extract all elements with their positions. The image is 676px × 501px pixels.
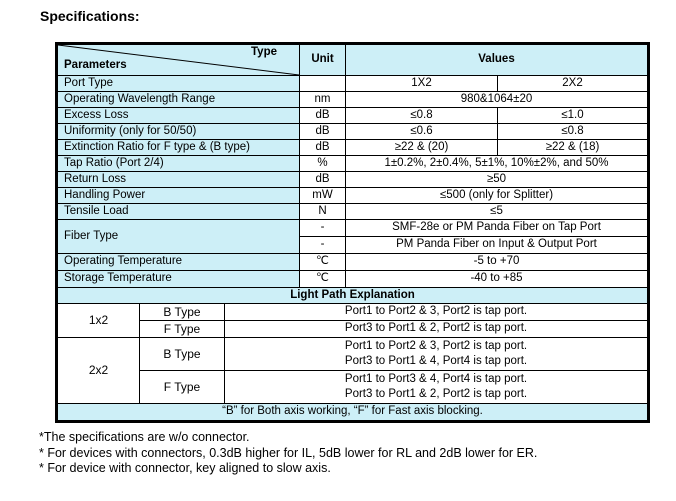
row-value-2x2: 2X2 <box>497 75 648 92</box>
light-path-footer-note: “B” for Both axis working, “F” for Fast … <box>57 403 648 421</box>
type-label-f: F Type <box>139 320 225 338</box>
row-unit: - <box>299 219 346 237</box>
page-title: Specifications: <box>40 8 140 24</box>
table-row: Uniformity (only for 50/50) dB ≤0.6 ≤0.8 <box>57 123 648 140</box>
footnote-line: * For device with connector, key aligned… <box>39 461 331 475</box>
row-label-fiber-type: Fiber Type <box>57 219 300 254</box>
type-label-b: B Type <box>139 337 225 371</box>
light-path-description: Port1 to Port3 & 4, Port4 is tap port. P… <box>224 370 648 404</box>
light-path-description: Port3 to Port1 & 2, Port2 is tap port. <box>224 320 648 338</box>
table-row: Tensile Load N ≤5 <box>57 203 648 220</box>
row-unit: % <box>299 155 346 172</box>
row-value-1x2: 1X2 <box>345 75 498 92</box>
row-value: ≤5 <box>345 203 648 220</box>
row-value: SMF-28e or PM Panda Fiber on Tap Port <box>345 219 648 237</box>
light-path-table: Light Path Explanation 1x2 B Type Port1 … <box>57 287 648 421</box>
footnote-line: *The specifications are w/o connector. <box>39 430 250 444</box>
row-label: Extinction Ratio for F type & (B type) <box>57 139 300 156</box>
table-row: Operating Wavelength Range nm 980&1064±2… <box>57 91 648 108</box>
row-label: Operating Temperature <box>57 253 300 271</box>
table-row: F Type Port1 to Port3 & 4, Port4 is tap … <box>58 370 648 404</box>
table-row: F Type Port3 to Port1 & 2, Port2 is tap … <box>58 320 648 338</box>
row-value: ≥50 <box>345 171 648 188</box>
row-unit: mW <box>299 187 346 204</box>
row-value-1x2: ≤0.8 <box>345 107 498 124</box>
row-unit: - <box>299 236 346 254</box>
header-unit-label: Unit <box>299 44 346 76</box>
row-unit: dB <box>299 107 346 124</box>
row-label: Storage Temperature <box>57 270 300 288</box>
table-row: Tap Ratio (Port 2/4) % 1±0.2%, 2±0.4%, 5… <box>57 155 648 172</box>
footnotes: *The specifications are w/o connector. *… <box>39 430 537 477</box>
row-value-2x2: ≤1.0 <box>497 107 648 124</box>
row-label: Tap Ratio (Port 2/4) <box>57 155 300 172</box>
light-path-footer-row: “B” for Both axis working, “F” for Fast … <box>57 403 648 421</box>
table-header-row: Type Parameters Unit Values <box>57 44 648 76</box>
footnote-line: * For devices with connectors, 0.3dB hig… <box>39 445 538 460</box>
group-name-1x2: 1x2 <box>57 303 140 338</box>
light-path-title: Light Path Explanation <box>57 287 648 304</box>
row-label: Handling Power <box>57 187 300 204</box>
type-label-b: B Type <box>139 303 225 321</box>
row-value: 1±0.2%, 2±0.4%, 5±1%, 10%±2%, and 50% <box>345 155 648 172</box>
row-unit: dB <box>299 171 346 188</box>
row-value: 980&1064±20 <box>345 91 648 108</box>
description-line: Port3 to Port1 & 2, Port2 is tap port. <box>344 388 528 400</box>
table-row: Excess Loss dB ≤0.8 ≤1.0 <box>57 107 648 124</box>
row-unit: dB <box>299 139 346 156</box>
table-row: Handling Power mW ≤500 (only for Splitte… <box>57 187 648 204</box>
header-type-label: Type <box>251 46 277 58</box>
row-value: -40 to +85 <box>345 270 648 288</box>
table-row: Port Type 1X2 2X2 <box>57 75 648 92</box>
row-value: PM Panda Fiber on Input & Output Port <box>345 236 648 254</box>
spec-parameters-table: Type Parameters Unit Values Port Type 1X… <box>57 44 648 288</box>
table-row: Fiber Type - SMF-28e or PM Panda Fiber o… <box>57 219 648 254</box>
light-path-description: Port1 to Port2 & 3, Port2 is tap port. P… <box>224 337 648 371</box>
table-row: 2x2 B Type Port1 to Port2 & 3, Port2 is … <box>57 337 648 404</box>
row-value-2x2: ≤0.8 <box>497 123 648 140</box>
row-unit: ℃ <box>299 253 346 271</box>
row-value-1x2: ≤0.6 <box>345 123 498 140</box>
group-name-2x2: 2x2 <box>57 337 140 404</box>
row-label: Uniformity (only for 50/50) <box>57 123 300 140</box>
row-unit: nm <box>299 91 346 108</box>
row-value-1x2: ≥22 & (20) <box>345 139 498 156</box>
header-values-label: Values <box>345 44 648 76</box>
description-line: Port3 to Port1 & 4, Port4 is tap port. <box>344 355 528 367</box>
row-label: Tensile Load <box>57 203 300 220</box>
table-row: Storage Temperature ℃ -40 to +85 <box>57 270 648 288</box>
light-path-description: Port1 to Port2 & 3, Port2 is tap port. <box>224 303 648 321</box>
row-label: Operating Wavelength Range <box>57 91 300 108</box>
row-value: -5 to +70 <box>345 253 648 271</box>
row-label: Return Loss <box>57 171 300 188</box>
row-unit: dB <box>299 123 346 140</box>
table-row: Return Loss dB ≥50 <box>57 171 648 188</box>
row-label: Port Type <box>57 75 300 92</box>
row-unit: N <box>299 203 346 220</box>
description-line: Port1 to Port2 & 3, Port2 is tap port. <box>344 339 528 352</box>
type-label-f: F Type <box>139 370 225 404</box>
specifications-table: Type Parameters Unit Values Port Type 1X… <box>55 42 650 423</box>
description-line: Port1 to Port3 & 4, Port4 is tap port. <box>344 372 528 385</box>
header-parameters-label: Parameters <box>64 59 127 72</box>
row-unit: ℃ <box>299 270 346 288</box>
row-label: Excess Loss <box>57 107 300 124</box>
diagonal-line <box>58 45 299 75</box>
row-value: ≤500 (only for Splitter) <box>345 187 648 204</box>
row-value-2x2: ≥22 & (18) <box>497 139 648 156</box>
table-row: Operating Temperature ℃ -5 to +70 <box>57 253 648 271</box>
table-row: Extinction Ratio for F type & (B type) d… <box>57 139 648 156</box>
table-row: 1x2 B Type Port1 to Port2 & 3, Port2 is … <box>57 303 648 338</box>
diagonal-header-cell: Type Parameters <box>57 44 300 76</box>
light-path-header-row: Light Path Explanation <box>57 287 648 304</box>
row-unit <box>299 75 346 92</box>
